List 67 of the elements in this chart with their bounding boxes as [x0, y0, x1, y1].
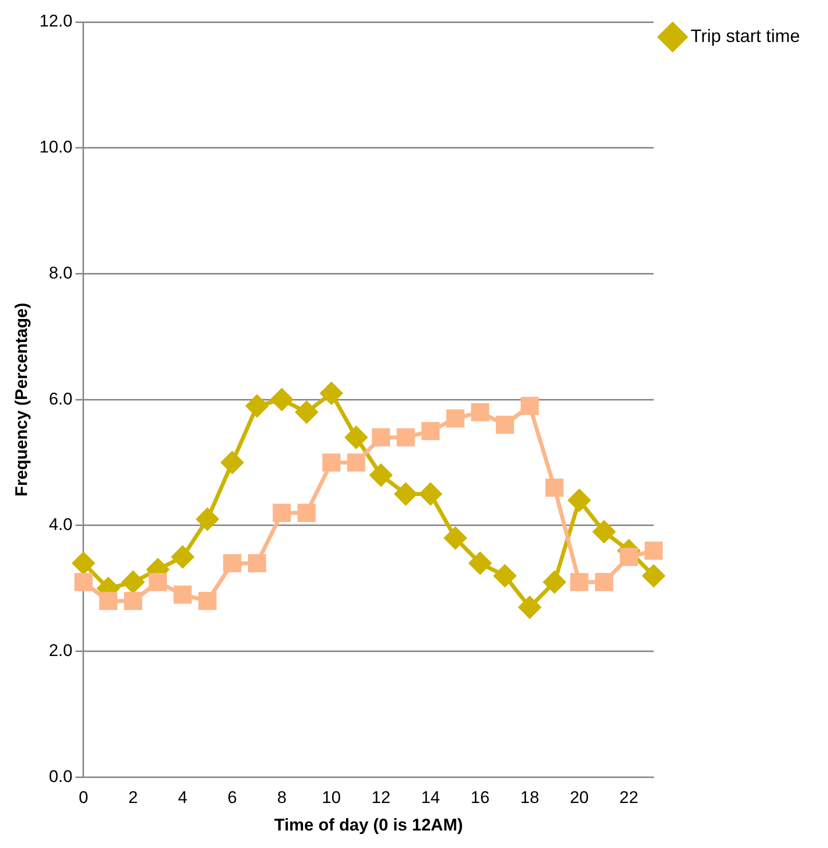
point — [221, 452, 244, 474]
point — [174, 586, 192, 604]
point — [396, 428, 415, 446]
point — [394, 483, 417, 505]
point — [595, 573, 614, 592]
point — [223, 554, 242, 572]
point — [494, 564, 516, 587]
point — [248, 554, 266, 572]
point — [444, 527, 466, 550]
point — [99, 592, 118, 610]
point — [148, 573, 167, 592]
x-axis-title: Time of day (0 is 12AM) — [274, 815, 463, 834]
point — [446, 409, 464, 428]
point — [122, 571, 144, 594]
point — [421, 422, 440, 440]
x-tick-label: 4 — [178, 788, 188, 808]
x-tick-label: 0 — [78, 788, 88, 808]
point — [545, 478, 564, 497]
y-tick-label: 12.0 — [39, 12, 72, 31]
point — [196, 508, 218, 530]
point — [620, 548, 638, 566]
point — [372, 428, 390, 446]
point — [320, 382, 342, 404]
point — [570, 573, 588, 592]
point — [345, 426, 368, 448]
point — [593, 520, 616, 543]
point — [496, 416, 514, 434]
point — [370, 464, 392, 486]
point — [246, 394, 268, 417]
x-tick-label: 16 — [470, 788, 490, 808]
x-tick-label: 8 — [277, 788, 287, 808]
y-tick-label: 8.0 — [48, 263, 72, 282]
x-tick-label: 22 — [619, 788, 638, 808]
y-tick-label: 6.0 — [48, 389, 72, 408]
point — [322, 453, 340, 472]
x-tick-label: 10 — [322, 788, 341, 808]
x-tick-label: 18 — [520, 788, 540, 808]
point — [520, 396, 539, 415]
legend-label: Trip start time — [690, 26, 800, 46]
point — [272, 504, 291, 522]
point — [644, 542, 663, 560]
y-tick-label: 4.0 — [48, 515, 72, 534]
point — [298, 504, 316, 522]
point — [198, 592, 217, 610]
x-tick-label: 12 — [372, 788, 390, 808]
y-tick-label: 10.0 — [39, 138, 72, 157]
y-tick-label: 0.0 — [48, 766, 72, 786]
x-tick-label: 20 — [570, 788, 589, 808]
point — [568, 489, 590, 512]
y-axis-title: Frequency (Percentage) — [12, 302, 31, 496]
y-tick-label: 2.0 — [48, 641, 72, 660]
point — [471, 403, 490, 422]
point — [74, 573, 93, 592]
point — [543, 571, 566, 594]
x-tick-label: 2 — [128, 788, 138, 808]
x-tick-label: 6 — [227, 788, 237, 808]
point — [296, 401, 318, 424]
point — [642, 564, 665, 587]
point — [347, 453, 366, 472]
point — [72, 552, 94, 574]
point — [469, 552, 492, 574]
x-tick-label: 14 — [421, 788, 440, 808]
point — [420, 483, 442, 505]
point — [172, 546, 194, 568]
point — [518, 596, 541, 618]
point — [270, 388, 293, 411]
point — [124, 592, 142, 610]
